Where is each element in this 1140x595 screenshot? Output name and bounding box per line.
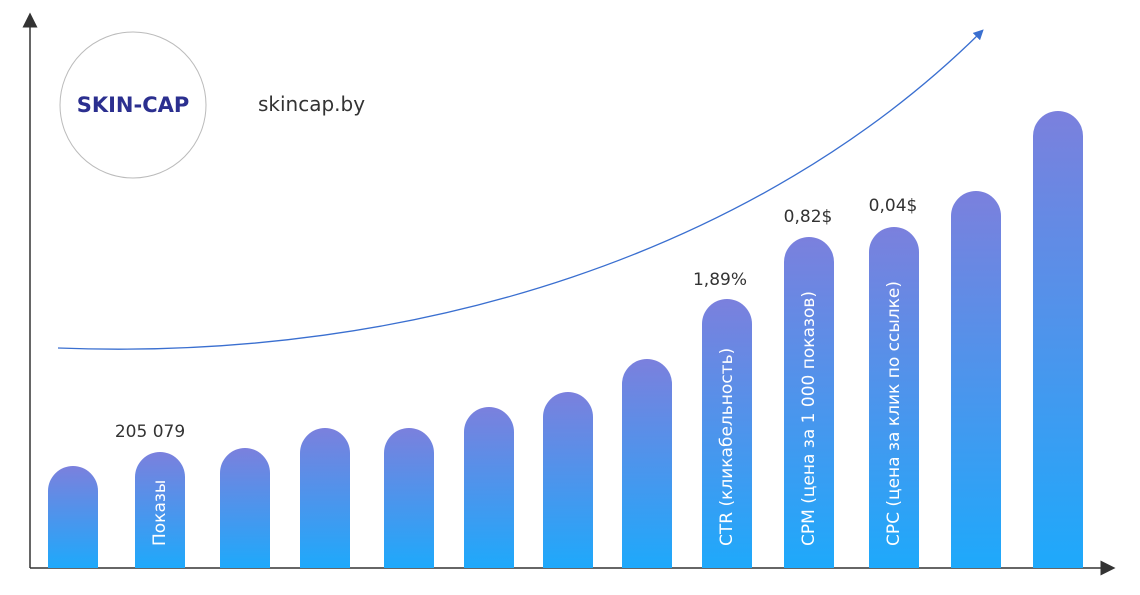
bar — [220, 448, 270, 568]
bars — [48, 111, 1083, 568]
bar — [951, 191, 1001, 568]
bar — [869, 227, 919, 568]
metric-label: Показы — [150, 480, 170, 546]
metric-label: CPM (цена за 1 000 показов) — [799, 291, 819, 546]
bar — [622, 359, 672, 568]
bar — [48, 466, 98, 568]
metric-label: CTR (кликабельность) — [717, 348, 737, 546]
metric-value: 1,89% — [693, 270, 747, 290]
bar — [784, 237, 834, 568]
metric-value: 0,04$ — [869, 196, 918, 216]
bar — [702, 299, 752, 568]
metric-value: 205 079 — [115, 422, 185, 442]
metric-value: 0,82$ — [784, 207, 833, 227]
metric-label: CPC (цена за клик по ссылке) — [884, 281, 904, 546]
bar — [135, 452, 185, 568]
site: skincap.by — [258, 92, 365, 116]
bar — [1033, 111, 1083, 568]
logo-circle — [59, 31, 207, 179]
bar — [384, 428, 434, 568]
bar — [300, 428, 350, 568]
growth-curve — [57, 29, 984, 350]
bar — [464, 407, 514, 568]
logo: SKIN-CAP — [77, 93, 190, 117]
bar — [543, 392, 593, 568]
